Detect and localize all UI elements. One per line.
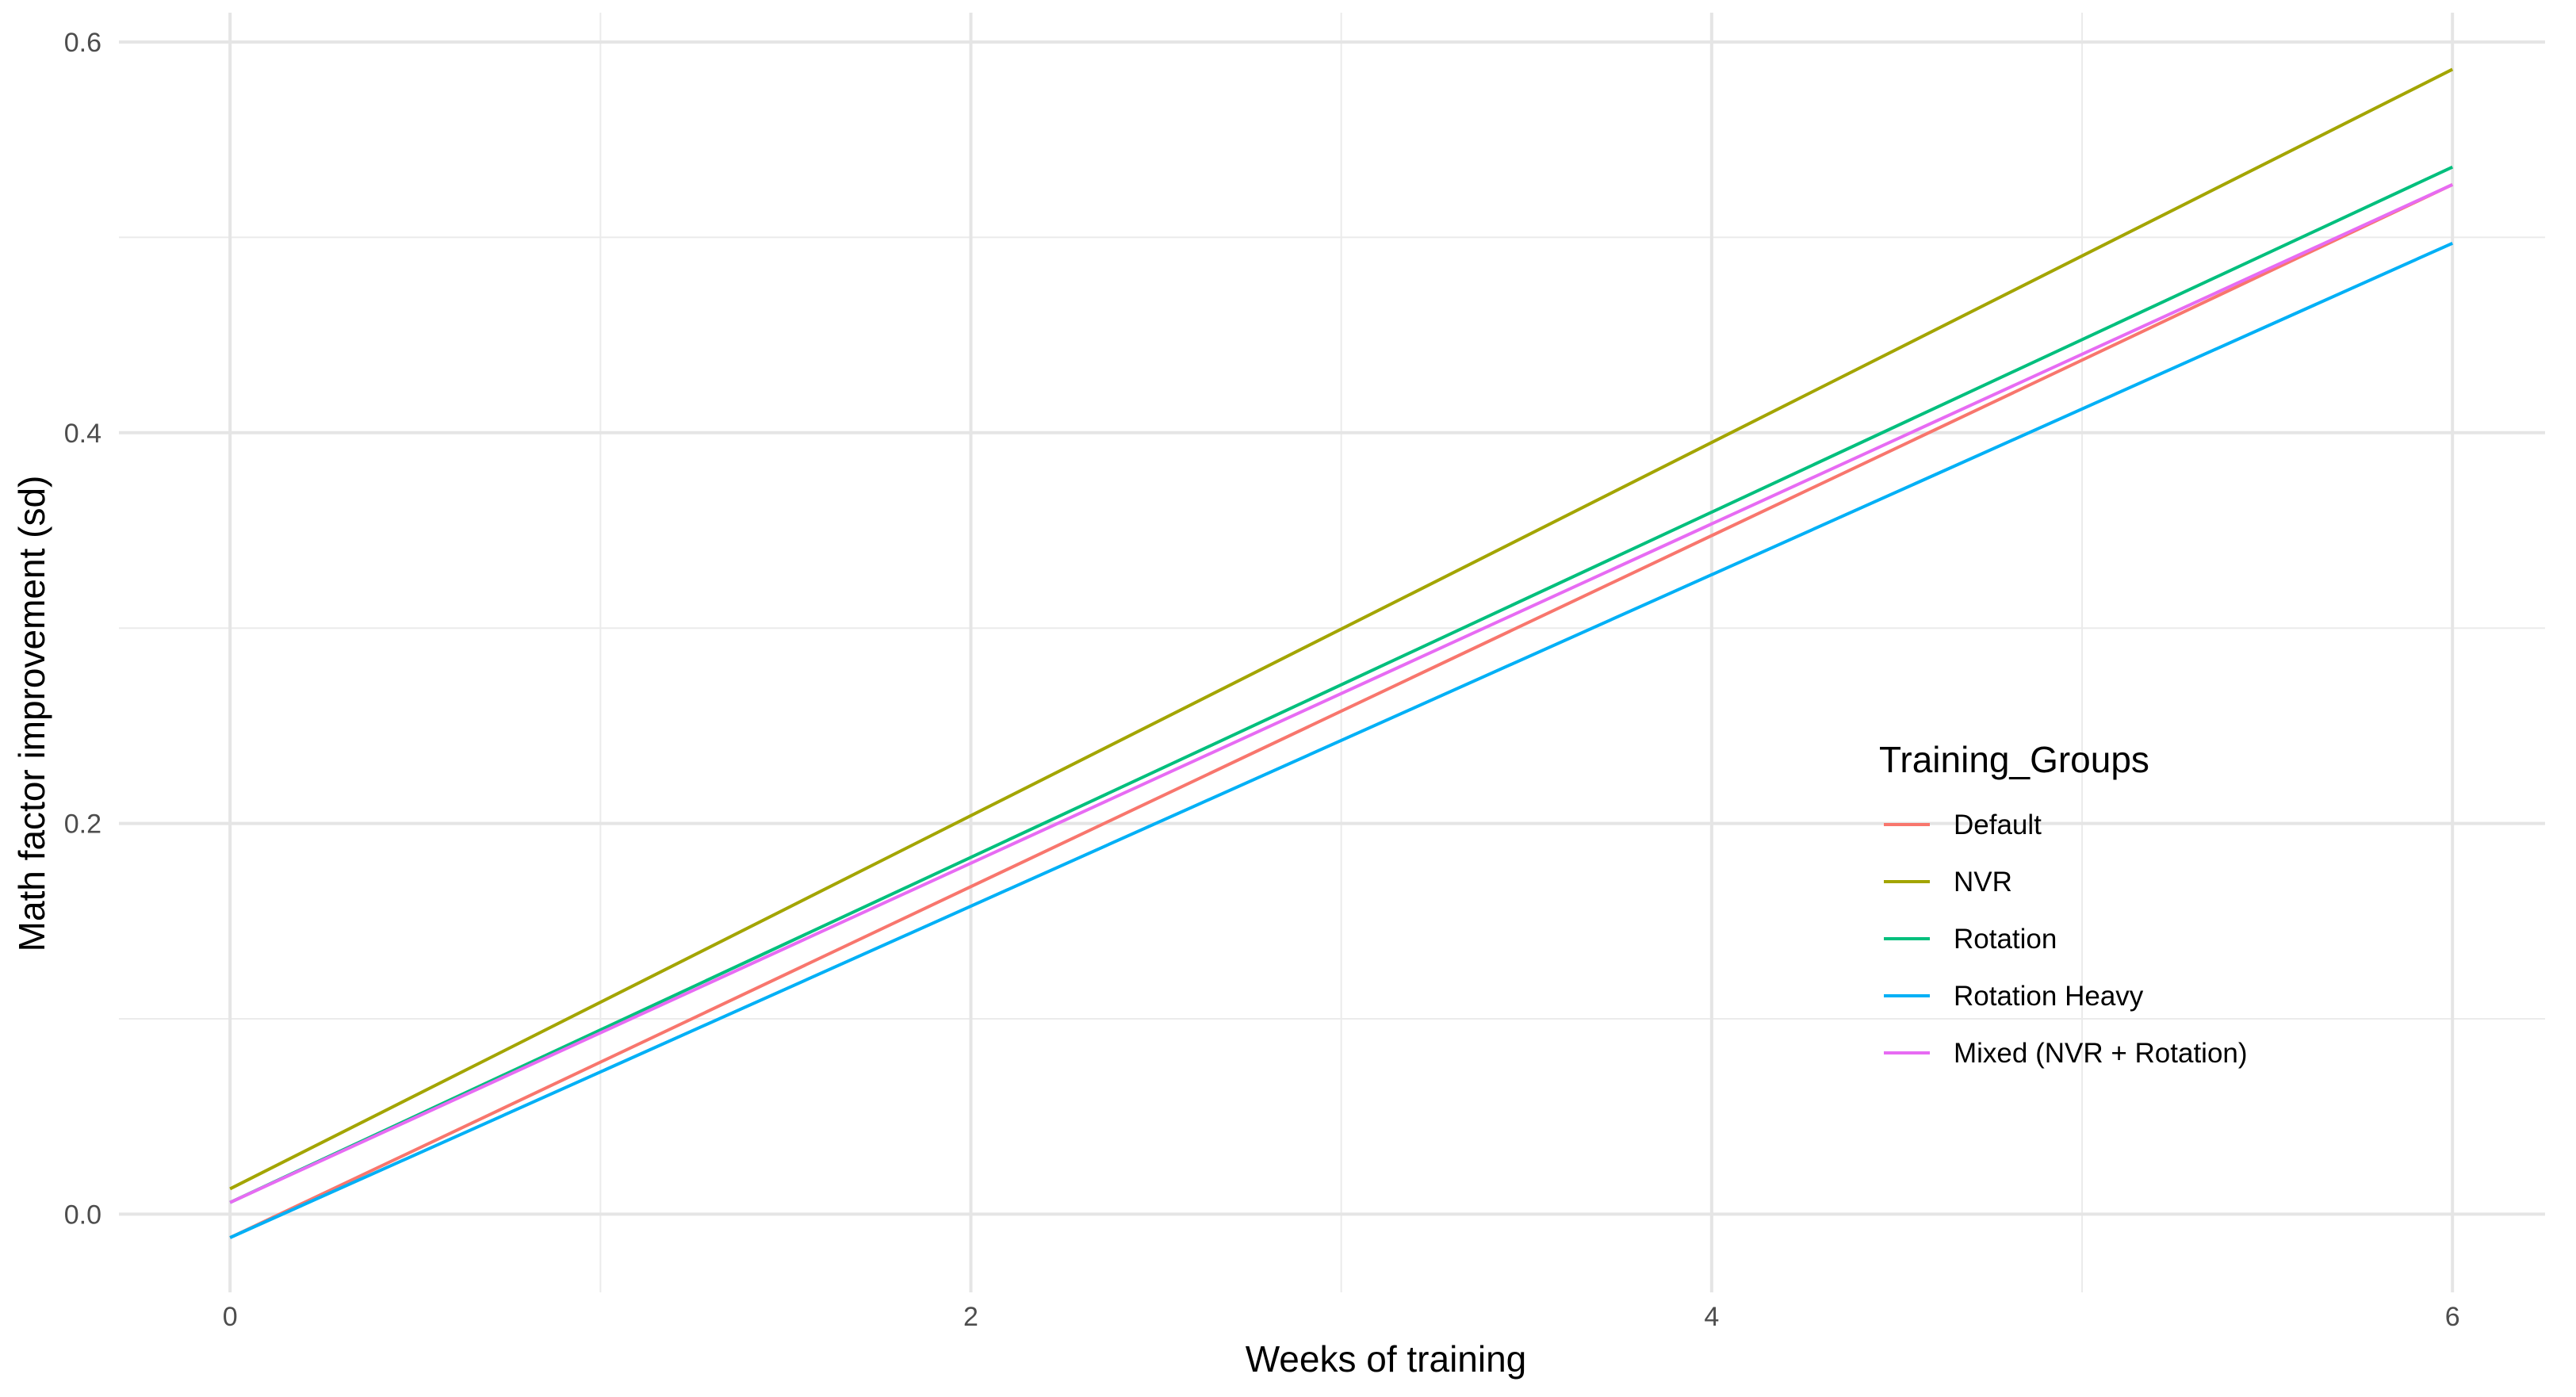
series-lines [229, 67, 2454, 1239]
legend-label: Default [1954, 809, 2042, 840]
legend-item: Rotation Heavy [1884, 981, 2144, 1012]
legend-label: Mixed (NVR + Rotation) [1954, 1038, 2248, 1069]
legend-items: Default NVR Rotation Rotation Heavy Mixed (N… [1884, 809, 2248, 1069]
legend-item: Mixed (NVR + Rotation) [1884, 1038, 2248, 1069]
y-axis-title: Math factor improvement (sd) [11, 476, 52, 952]
series-line-rotation-heavy [229, 241, 2454, 1239]
legend-label: NVR [1954, 867, 2012, 898]
legend-item: Default [1884, 809, 2042, 840]
legend-item: Rotation [1884, 924, 2057, 955]
y-tick-label: 0.0 [64, 1200, 101, 1230]
y-axis-tick-labels: 0.0 0.2 0.4 0.6 [64, 28, 101, 1230]
major-gridlines [119, 13, 2545, 1292]
y-tick-label: 0.6 [64, 28, 101, 58]
minor-gridlines [119, 13, 2545, 1292]
x-axis-title: Weeks of training [1246, 1338, 1527, 1380]
series-line-rotation [229, 165, 2454, 1204]
legend-label: Rotation [1954, 924, 2057, 955]
x-tick-label: 2 [963, 1302, 978, 1332]
y-tick-label: 0.2 [64, 809, 101, 840]
x-tick-label: 0 [223, 1302, 238, 1332]
y-tick-label: 0.4 [64, 419, 101, 449]
legend-item: NVR [1884, 867, 2012, 898]
legend-label: Rotation Heavy [1954, 981, 2144, 1012]
series-line-mixed-nvr-rotation [229, 183, 2454, 1204]
legend: Training_Groups Default NVR Rotation Rotati… [1879, 739, 2248, 1069]
x-tick-label: 6 [2445, 1302, 2460, 1332]
series-line-default [229, 183, 2454, 1239]
legend-title: Training_Groups [1879, 739, 2149, 780]
x-axis-tick-labels: 0 2 4 6 [223, 1302, 2460, 1332]
x-tick-label: 4 [1704, 1302, 1719, 1332]
series-line-nvr [229, 67, 2454, 1191]
